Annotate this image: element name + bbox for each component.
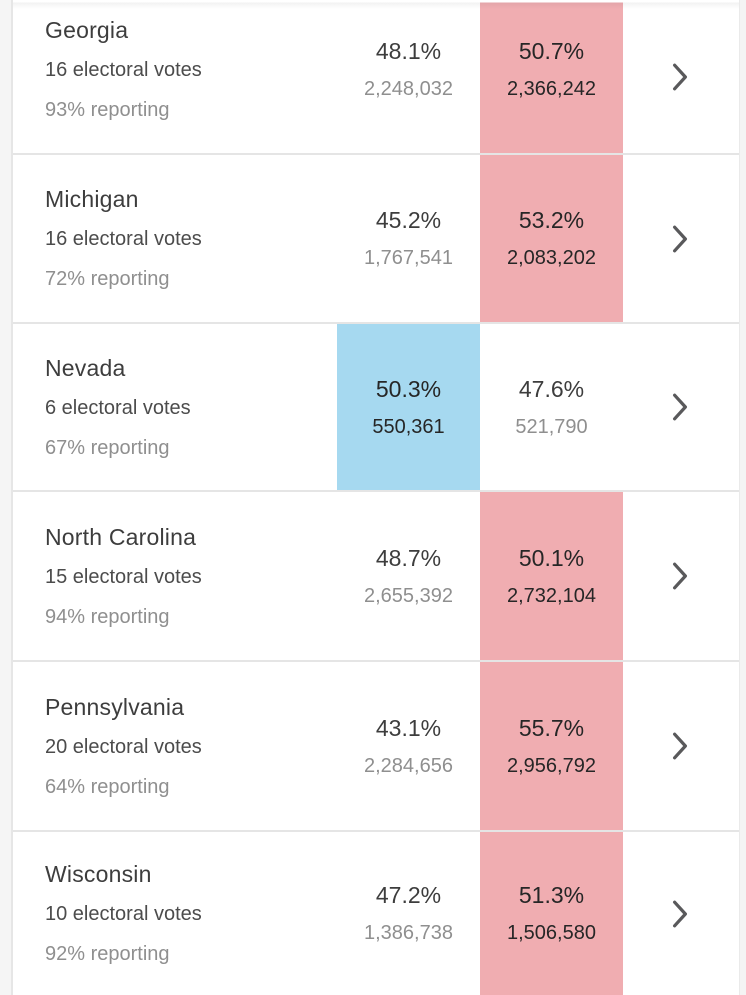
dem-result-cell: 47.2% 1,386,738 [337,832,480,995]
rep-vote-count: 2,956,792 [507,754,596,777]
reporting-label: 64% reporting [45,775,170,798]
rep-vote-count: 521,790 [515,415,588,438]
state-row-michigan[interactable]: Michigan 16 electoral votes 72% reportin… [13,153,739,322]
dem-result-cell: 43.1% 2,284,656 [337,662,480,830]
state-row-wisconsin[interactable]: Wisconsin 10 electoral votes 92% reporti… [13,830,739,995]
electoral-votes-label: 15 electoral votes [45,565,202,588]
rep-percent: 55.7% [518,714,585,741]
rep-result-cell: 47.6% 521,790 [480,324,623,490]
state-row-pennsylvania[interactable]: Pennsylvania 20 electoral votes 64% repo… [13,660,739,830]
rep-vote-count: 1,506,580 [507,922,596,944]
rep-vote-count: 2,366,242 [507,78,596,100]
dem-percent: 48.7% [375,544,442,571]
rep-percent: 53.2% [518,207,585,233]
state-row-nevada[interactable]: Nevada 6 electoral votes 67% reporting 5… [13,322,739,490]
rep-vote-count: 2,083,202 [507,247,596,269]
state-name: North Carolina [45,523,197,550]
chevron-right-icon [665,492,695,660]
electoral-votes-label: 16 electoral votes [45,228,202,250]
reporting-label: 94% reporting [45,605,170,628]
dem-percent: 43.1% [375,714,442,741]
dem-vote-count: 2,248,032 [364,78,453,100]
rep-result-cell: 50.1% 2,732,104 [480,492,623,660]
chevron-right-icon [665,832,695,995]
dem-vote-count: 2,655,392 [364,584,453,607]
chevron-right-icon [665,324,695,490]
state-name: Georgia [45,17,129,43]
page-left-edge [0,0,13,995]
rep-percent: 51.3% [518,882,585,908]
rep-percent: 50.7% [518,38,585,64]
dem-percent: 45.2% [375,207,442,233]
dem-percent: 47.2% [375,882,442,908]
dem-result-cell: 45.2% 1,767,541 [337,155,480,322]
electoral-votes-label: 16 electoral votes [45,59,202,81]
reporting-label: 72% reporting [45,268,170,290]
dem-result-cell: 50.3% 550,361 [337,324,480,490]
results-table: Georgia 16 electoral votes 93% reporting… [13,0,739,995]
state-row-georgia[interactable]: Georgia 16 electoral votes 93% reporting… [13,0,739,153]
dem-vote-count: 1,767,541 [364,247,453,269]
state-name: Wisconsin [45,861,152,887]
state-name: Nevada [45,354,126,381]
state-info: Georgia 16 electoral votes 93% reporting [13,17,739,136]
chevron-right-icon [665,155,695,322]
electoral-votes-label: 6 electoral votes [45,396,191,419]
rep-percent: 50.1% [518,544,585,571]
state-info: Michigan 16 electoral votes 72% reportin… [13,186,739,291]
chevron-right-icon [665,0,695,153]
dem-result-cell: 48.7% 2,655,392 [337,492,480,660]
dem-percent: 48.1% [375,38,442,64]
electoral-votes-label: 10 electoral votes [45,903,202,925]
rep-result-cell: 51.3% 1,506,580 [480,832,623,995]
rep-result-cell: 55.7% 2,956,792 [480,662,623,830]
state-name: Michigan [45,186,139,212]
electoral-votes-label: 20 electoral votes [45,735,202,758]
rep-percent: 47.6% [518,375,585,402]
page-right-edge [739,0,746,995]
dem-result-cell: 48.1% 2,248,032 [337,0,480,153]
rep-result-cell: 53.2% 2,083,202 [480,155,623,322]
rep-vote-count: 2,732,104 [507,584,596,607]
state-row-north-carolina[interactable]: North Carolina 15 electoral votes 94% re… [13,490,739,660]
state-info: Nevada 6 electoral votes 67% reporting [13,355,739,460]
reporting-label: 92% reporting [45,943,170,965]
state-info: Wisconsin 10 electoral votes 92% reporti… [13,861,739,966]
state-info: North Carolina 15 electoral votes 94% re… [13,524,739,629]
dem-vote-count: 2,284,656 [364,754,453,777]
reporting-label: 93% reporting [45,99,170,121]
state-info: Pennsylvania 20 electoral votes 64% repo… [13,694,739,799]
reporting-label: 67% reporting [45,436,170,459]
dem-vote-count: 1,386,738 [364,922,453,944]
dem-percent: 50.3% [375,375,442,402]
state-name: Pennsylvania [45,693,185,720]
chevron-right-icon [665,662,695,830]
rep-result-cell: 50.7% 2,366,242 [480,0,623,153]
dem-vote-count: 550,361 [372,415,445,438]
